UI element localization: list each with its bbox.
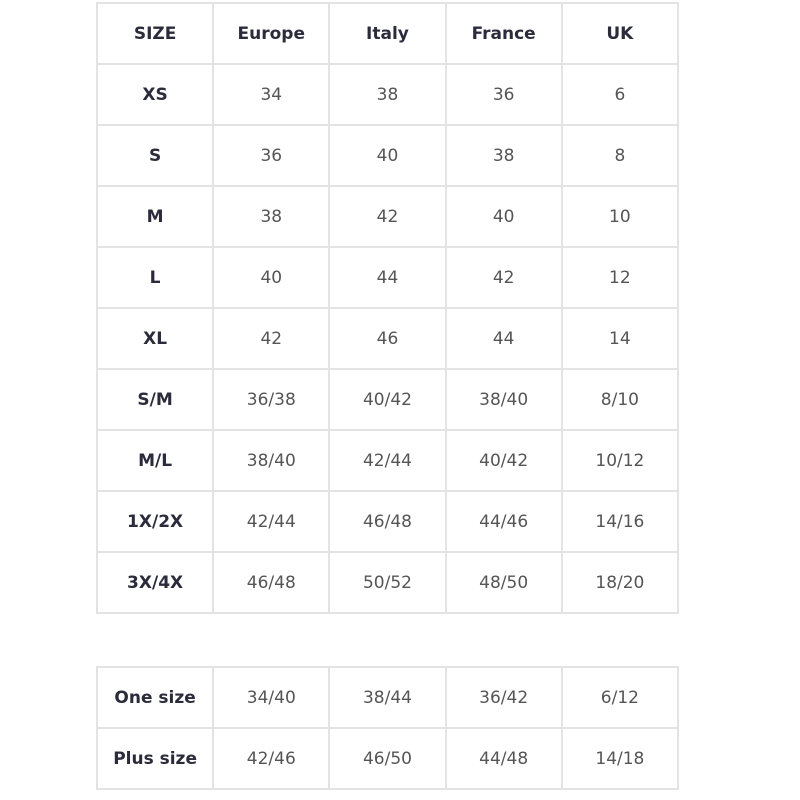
column-header: SIZE bbox=[95, 2, 215, 65]
size-label: S bbox=[95, 124, 215, 187]
size-value: 36/38 bbox=[212, 368, 331, 431]
size-value: 34/40 bbox=[212, 666, 331, 729]
table-row: 3X/4X 46/48 50/52 48/50 18/20 bbox=[95, 551, 680, 614]
size-label: M bbox=[95, 185, 215, 248]
size-value: 14 bbox=[560, 307, 680, 370]
size-value: 36/42 bbox=[444, 666, 563, 729]
size-value: 50/52 bbox=[328, 551, 447, 614]
size-value: 12 bbox=[560, 246, 680, 309]
size-value: 18/20 bbox=[560, 551, 680, 614]
size-value: 10 bbox=[560, 185, 680, 248]
table-row: 1X/2X 42/44 46/48 44/46 14/16 bbox=[95, 490, 680, 553]
size-value: 44 bbox=[444, 307, 563, 370]
size-value: 38/40 bbox=[212, 429, 331, 492]
size-value: 14/18 bbox=[560, 727, 680, 790]
table-row: S 36 40 38 8 bbox=[95, 124, 680, 187]
size-value: 42 bbox=[328, 185, 447, 248]
size-value: 44/46 bbox=[444, 490, 563, 553]
size-value: 40 bbox=[328, 124, 447, 187]
size-value: 40/42 bbox=[444, 429, 563, 492]
size-label: XS bbox=[95, 63, 215, 126]
size-value: 8 bbox=[560, 124, 680, 187]
size-label: S/M bbox=[95, 368, 215, 431]
size-value: 42 bbox=[212, 307, 331, 370]
size-value: 36 bbox=[444, 63, 563, 126]
size-value: 8/10 bbox=[560, 368, 680, 431]
table-row: S/M 36/38 40/42 38/40 8/10 bbox=[95, 368, 680, 431]
size-value: 44/48 bbox=[444, 727, 563, 790]
size-value: 42 bbox=[444, 246, 563, 309]
table-row: M/L 38/40 42/44 40/42 10/12 bbox=[95, 429, 680, 492]
table-row: Plus size 42/46 46/50 44/48 14/18 bbox=[95, 727, 680, 790]
header-row: SIZE Europe Italy France UK bbox=[95, 2, 680, 65]
column-header: Italy bbox=[328, 2, 447, 65]
size-label: L bbox=[95, 246, 215, 309]
size-value: 42/44 bbox=[212, 490, 331, 553]
size-value: 36 bbox=[212, 124, 331, 187]
column-header: Europe bbox=[212, 2, 331, 65]
size-value: 40/42 bbox=[328, 368, 447, 431]
table-row: M 38 42 40 10 bbox=[95, 185, 680, 248]
size-label: 1X/2X bbox=[95, 490, 215, 553]
size-label: XL bbox=[95, 307, 215, 370]
size-value: 48/50 bbox=[444, 551, 563, 614]
size-label: 3X/4X bbox=[95, 551, 215, 614]
size-value: 34 bbox=[212, 63, 331, 126]
size-value: 38 bbox=[444, 124, 563, 187]
size-value: 42/46 bbox=[212, 727, 331, 790]
table-row: One size 34/40 38/44 36/42 6/12 bbox=[95, 666, 680, 729]
size-value: 38/40 bbox=[444, 368, 563, 431]
column-header: France bbox=[444, 2, 563, 65]
column-header: UK bbox=[560, 2, 680, 65]
table-row: L 40 44 42 12 bbox=[95, 246, 680, 309]
size-value: 14/16 bbox=[560, 490, 680, 553]
size-value: 6 bbox=[560, 63, 680, 126]
size-value: 42/44 bbox=[328, 429, 447, 492]
size-value: 44 bbox=[328, 246, 447, 309]
size-label: Plus size bbox=[95, 727, 215, 790]
size-chart-table: SIZE Europe Italy France UK XS 34 38 36 6 S 36 40 38… bbox=[95, 2, 680, 614]
special-sizes-table: One size 34/40 38/44 36/42 6/12 Plus size 42/4… bbox=[95, 666, 680, 790]
size-value: 38 bbox=[328, 63, 447, 126]
size-value: 46/48 bbox=[328, 490, 447, 553]
size-value: 46 bbox=[328, 307, 447, 370]
size-label: M/L bbox=[95, 429, 215, 492]
size-value: 38 bbox=[212, 185, 331, 248]
size-value: 6/12 bbox=[560, 666, 680, 729]
size-value: 38/44 bbox=[328, 666, 447, 729]
table-row: XL 42 46 44 14 bbox=[95, 307, 680, 370]
size-value: 40 bbox=[444, 185, 563, 248]
size-value: 10/12 bbox=[560, 429, 680, 492]
size-value: 46/50 bbox=[328, 727, 447, 790]
size-label: One size bbox=[95, 666, 215, 729]
size-value: 40 bbox=[212, 246, 331, 309]
table-row: XS 34 38 36 6 bbox=[95, 63, 680, 126]
size-value: 46/48 bbox=[212, 551, 331, 614]
